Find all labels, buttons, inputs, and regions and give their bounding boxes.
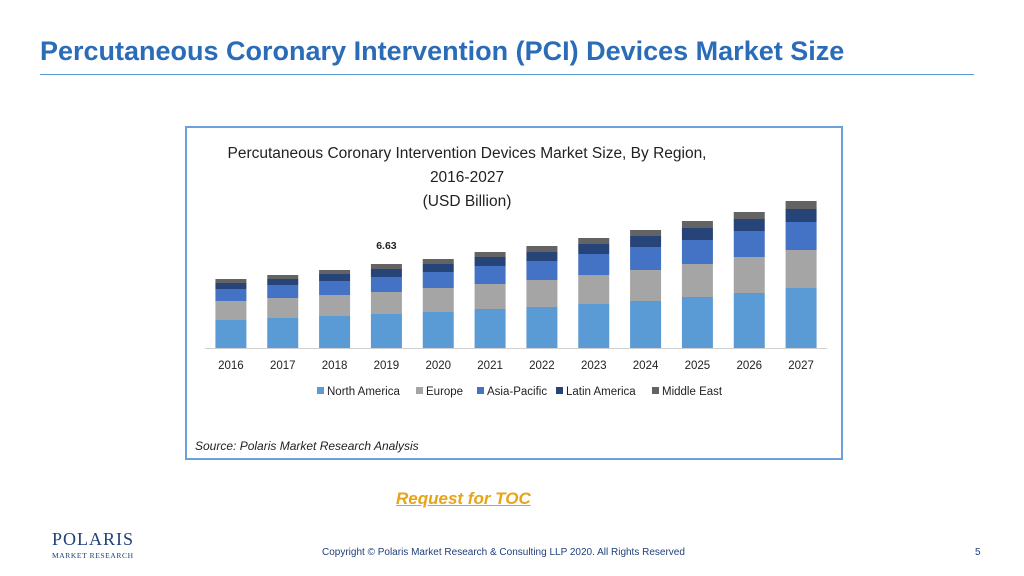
bar-segment: [526, 246, 558, 252]
bar-segment: [422, 264, 454, 272]
bar-segment: [215, 320, 247, 348]
bar-segment: [267, 298, 299, 318]
x-tick-label: 2021: [477, 360, 503, 372]
x-tick-label: 2026: [736, 360, 762, 372]
bar-segment: [215, 283, 247, 289]
bar-segment: [681, 264, 713, 297]
bar-segment: [733, 257, 765, 293]
legend-swatch: [416, 387, 423, 394]
bar-segment: [681, 221, 713, 228]
bar-segment: [267, 279, 299, 285]
bar-segment: [578, 244, 610, 254]
bar-segment: [681, 240, 713, 264]
chart-title-line: Percutaneous Coronary Intervention Devic…: [227, 145, 706, 162]
bar-segment: [733, 231, 765, 257]
legend-label: Middle East: [662, 386, 723, 398]
bar-segment: [630, 301, 662, 348]
x-tick-label: 2024: [633, 360, 659, 372]
bar-segment: [630, 270, 662, 301]
bar-segment: [630, 230, 662, 236]
bar-segment: [733, 219, 765, 231]
bar-segment: [422, 272, 454, 288]
x-tick-label: 2016: [218, 360, 244, 372]
copyright-footer: Copyright © Polaris Market Research & Co…: [322, 547, 685, 558]
bar-segment: [267, 275, 299, 279]
bar-segment: [370, 264, 402, 269]
bar-segment: [319, 295, 351, 316]
bar-segment: [370, 277, 402, 292]
bar-segment: [319, 316, 351, 348]
bar-segment: [578, 254, 610, 275]
polaris-logo: POLARIS MARKET RESEARCH: [52, 529, 133, 563]
bar-segment: [785, 201, 817, 209]
request-toc-link[interactable]: Request for TOC: [396, 489, 531, 508]
legend-label: Latin America: [566, 386, 636, 398]
bar-segment: [474, 284, 506, 309]
bar-segment: [526, 280, 558, 307]
legend-label: North America: [327, 386, 400, 398]
x-tick-label: 2018: [322, 360, 348, 372]
bar-segment: [370, 314, 402, 348]
legend-swatch: [477, 387, 484, 394]
x-tick-label: 2017: [270, 360, 296, 372]
bar-segment: [215, 289, 247, 301]
bar-segment: [785, 222, 817, 250]
legend-swatch: [317, 387, 324, 394]
bar-segment: [526, 261, 558, 280]
legend-label: Asia-Pacific: [487, 386, 547, 398]
bar-segment: [785, 250, 817, 288]
slide-title: Percutaneous Coronary Intervention (PCI)…: [40, 36, 845, 66]
chart-title-line: (USD Billion): [423, 193, 512, 210]
bar-segment: [319, 274, 351, 281]
legend-label: Europe: [426, 386, 463, 398]
legend-swatch: [652, 387, 659, 394]
x-tick-label: 2027: [788, 360, 814, 372]
bar-segment: [267, 318, 299, 348]
bar-segment: [474, 252, 506, 257]
bar-segment: [370, 269, 402, 277]
bar-segment: [422, 259, 454, 264]
bar-segment: [474, 257, 506, 266]
bar-segment: [526, 307, 558, 348]
chart-title-line: 2016-2027: [430, 169, 504, 186]
x-tick-label: 2019: [374, 360, 400, 372]
data-label: 6.63: [376, 240, 397, 252]
x-tick-label: 2025: [685, 360, 711, 372]
bar-segment: [422, 288, 454, 312]
x-tick-label: 2020: [425, 360, 451, 372]
bar-segment: [526, 252, 558, 261]
bar-segment: [474, 266, 506, 284]
bar-segment: [474, 309, 506, 348]
bar-segment: [681, 228, 713, 240]
legend-swatch: [556, 387, 563, 394]
x-tick-label: 2022: [529, 360, 555, 372]
bar-segment: [681, 297, 713, 348]
bar-segment: [630, 236, 662, 247]
bar-segment: [733, 212, 765, 219]
chart-source: Source: Polaris Market Research Analysis: [195, 439, 419, 453]
bar-segment: [370, 292, 402, 314]
title-divider: [40, 74, 974, 75]
logo-subtitle: MARKET RESEARCH: [52, 551, 134, 560]
bar-segment: [319, 270, 351, 274]
bar-segment: [630, 247, 662, 270]
bar-segment: [578, 275, 610, 304]
bar-segment: [785, 288, 817, 348]
bar-segment: [578, 238, 610, 244]
bar-segment: [733, 293, 765, 348]
bar-segment: [215, 301, 247, 320]
stacked-bar-chart: Percutaneous Coronary Intervention Devic…: [195, 145, 827, 453]
bar-segment: [785, 209, 817, 222]
bar-segment: [319, 281, 351, 295]
x-tick-label: 2023: [581, 360, 607, 372]
bar-segment: [578, 304, 610, 348]
logo-wordmark: POLARIS: [52, 529, 135, 549]
bar-segment: [267, 285, 299, 298]
page-number: 5: [975, 547, 981, 558]
chart-frame: Percutaneous Coronary Intervention Devic…: [185, 126, 843, 460]
bar-segment: [215, 279, 247, 283]
bar-segment: [422, 312, 454, 348]
